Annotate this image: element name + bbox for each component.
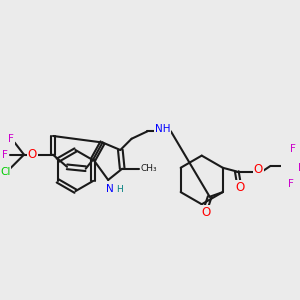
Text: Cl: Cl (0, 167, 11, 178)
Text: O: O (201, 206, 211, 219)
Text: F: F (2, 150, 8, 160)
Text: NH: NH (155, 124, 170, 134)
Text: N: N (106, 184, 114, 194)
Text: F: F (8, 134, 14, 144)
Text: F: F (288, 179, 294, 189)
Text: O: O (254, 163, 263, 176)
Text: O: O (235, 181, 244, 194)
Text: O: O (28, 148, 37, 161)
Text: F: F (298, 163, 300, 173)
Text: CH₃: CH₃ (141, 164, 158, 173)
Text: H: H (117, 185, 123, 194)
Text: F: F (290, 144, 296, 154)
